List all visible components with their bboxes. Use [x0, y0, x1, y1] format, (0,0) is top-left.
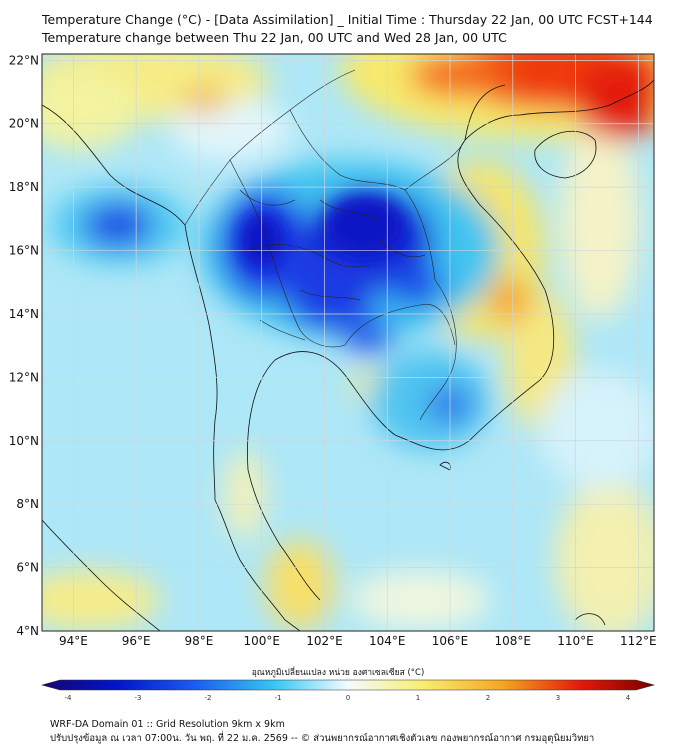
- colorbar-tick-label: -2: [205, 694, 212, 702]
- colorbar-tick-label: -3: [135, 694, 142, 702]
- colorbar-tick-label: 0: [346, 694, 350, 702]
- latitude-tick-label: 22°N: [9, 53, 39, 67]
- temperature-field: [42, 54, 654, 631]
- colorbar-label: อุณหภูมิเปลี่ยนแปลง หน่วย องศาเซลเซียส (…: [251, 668, 425, 678]
- footer-update-info: ปรับปรุงข้อมูล ณ เวลา 07:00น. วัน พฤ. ที…: [50, 733, 595, 744]
- longitude-tick-label: 96°E: [122, 634, 151, 648]
- coastlines: [42, 79, 654, 631]
- map-title: Temperature Change (°C) - [Data Assimila…: [42, 12, 653, 27]
- longitude-tick-label: 94°E: [59, 634, 88, 648]
- map-subtitle: Temperature change between Thu 22 Jan, 0…: [42, 30, 507, 45]
- longitude-tick-label: 112°E: [620, 634, 657, 648]
- colorbar: -4 -3 -2 -1 0 1 2 3 4: [40, 679, 656, 702]
- latitude-tick-label: 20°N: [9, 117, 39, 131]
- colorbar-ticks: -4 -3 -2 -1 0 1 2 3 4: [65, 694, 631, 702]
- colorbar-tick-label: 3: [556, 694, 560, 702]
- longitude-tick-label: 98°E: [184, 634, 213, 648]
- colorbar-tick-label: 4: [626, 694, 631, 702]
- latitude-tick-label: 4°N: [16, 624, 39, 638]
- latitude-tick-label: 14°N: [9, 307, 39, 321]
- latitude-tick-label: 12°N: [9, 370, 39, 384]
- longitude-tick-label: 104°E: [369, 634, 406, 648]
- colorbar-tick-label: -4: [65, 694, 73, 702]
- admin-borders: [184, 69, 466, 421]
- latitude-tick-label: 8°N: [16, 497, 39, 511]
- map-gridlines: [42, 54, 654, 632]
- colorbar-strip: [40, 679, 656, 691]
- longitude-tick-label: 102°E: [306, 634, 343, 648]
- latitude-tick-label: 16°N: [9, 244, 39, 258]
- footer-model-info: WRF-DA Domain 01 :: Grid Resolution 9km …: [50, 719, 285, 730]
- latitude-tick-label: 6°N: [16, 561, 39, 575]
- colorbar-tick-label: -1: [275, 694, 282, 702]
- latitude-axis: 22°N 20°N 18°N 16°N 14°N 12°N 10°N 8°N 6°N 4°N: [9, 53, 39, 638]
- latitude-tick-label: 10°N: [9, 434, 39, 448]
- longitude-tick-label: 100°E: [243, 634, 280, 648]
- longitude-tick-label: 110°E: [557, 634, 594, 648]
- longitude-tick-label: 106°E: [432, 634, 469, 648]
- map-frame: [41, 53, 655, 632]
- longitude-axis: 94°E 96°E 98°E 100°E 102°E 104°E 106°E 108°E 110…: [59, 634, 657, 648]
- latitude-tick-label: 18°N: [9, 180, 39, 194]
- longitude-tick-label: 108°E: [495, 634, 532, 648]
- colorbar-tick-label: 2: [486, 694, 490, 702]
- colorbar-tick-label: 1: [416, 694, 420, 702]
